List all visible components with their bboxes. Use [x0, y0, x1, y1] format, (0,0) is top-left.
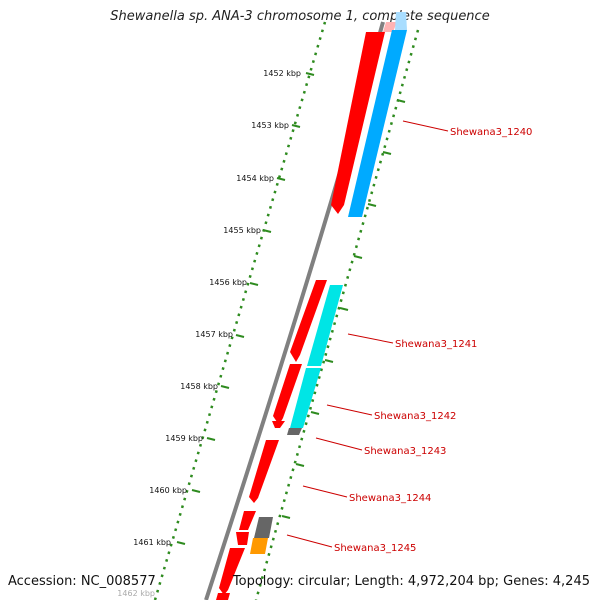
gene-label: Shewana3_1242	[374, 411, 456, 422]
tick-labels: 1452 kbp 1453 kbp 1454 kbp 1455 kbp 1456…	[117, 69, 301, 598]
cds-bar	[250, 538, 268, 554]
gene-arrow	[219, 548, 245, 595]
inner-tick-marks	[281, 99, 406, 519]
gene-label: Shewana3_1245	[334, 543, 416, 554]
forward-genes	[216, 22, 397, 600]
tick-label: 1452 kbp	[263, 69, 301, 78]
tick-label: 1459 kbp	[165, 434, 203, 443]
map-title: Shewanella sp. ANA-3 chromosome 1, compl…	[110, 9, 490, 24]
gene-arrow	[239, 511, 256, 530]
cds-bar	[307, 285, 343, 366]
tick-label: 1455 kbp	[223, 226, 261, 235]
cds-bar	[395, 12, 407, 30]
gene-arrow	[216, 593, 230, 600]
tick-label: 1462 kbp	[117, 589, 155, 598]
gene-arrow	[249, 440, 279, 503]
gene-label: Shewana3_1243	[364, 446, 446, 457]
tick-label: 1460 kbp	[149, 486, 187, 495]
gene-labels: Shewana3_1240 Shewana3_1241 Shewana3_124…	[334, 127, 532, 554]
gene-arrow	[236, 532, 249, 545]
gene-arrow	[273, 364, 302, 425]
tick-label: 1461 kbp	[133, 538, 171, 547]
label-leaders	[286, 120, 449, 548]
cds-bar	[290, 368, 321, 428]
gene-arrow	[383, 22, 397, 32]
tick-marks	[176, 72, 315, 545]
gene-label: Shewana3_1241	[395, 339, 477, 350]
tick-label: 1454 kbp	[236, 174, 274, 183]
tick-label: 1453 kbp	[251, 121, 289, 130]
tick-label: 1458 kbp	[180, 382, 218, 391]
accession-text: Accession: NC_008577	[8, 574, 156, 589]
gene-arrow	[272, 421, 285, 428]
gene-label: Shewana3_1240	[450, 127, 532, 138]
cds-bar	[287, 428, 302, 435]
cds-genes	[250, 12, 407, 554]
cds-bar	[254, 517, 273, 538]
gene-arrow	[331, 32, 385, 214]
gene-label: Shewana3_1244	[349, 493, 431, 504]
topology-text: Topology: circular; Length: 4,972,204 bp…	[232, 574, 590, 589]
gene-arrow	[290, 280, 327, 362]
tick-label: 1457 kbp	[195, 330, 233, 339]
tick-label: 1456 kbp	[209, 278, 247, 287]
cds-bar	[348, 30, 407, 217]
inner-dotted-circle	[254, 29, 420, 600]
